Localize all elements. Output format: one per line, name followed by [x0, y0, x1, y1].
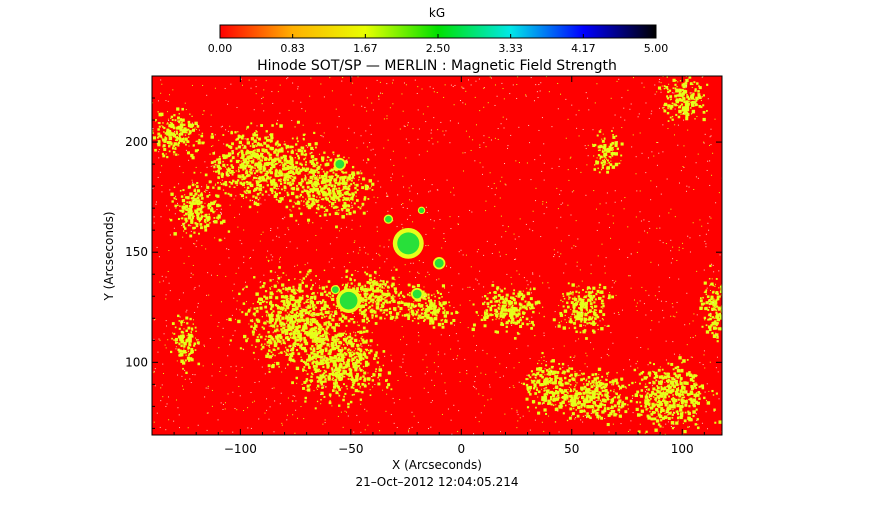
network-region — [552, 282, 614, 340]
strong-field-spot — [410, 287, 424, 301]
network-region — [522, 351, 581, 415]
network-region — [328, 267, 416, 330]
network-region — [699, 264, 722, 343]
strong-field-spot — [383, 214, 394, 224]
x-axis-label: X (Arcseconds) — [392, 458, 482, 472]
plot-area — [152, 76, 722, 435]
network-field-layer — [152, 76, 722, 435]
network-region — [170, 314, 201, 375]
colorbar-label: kG — [429, 6, 445, 20]
network-region — [592, 130, 624, 174]
x-tick-label: 50 — [564, 442, 579, 456]
colorbar-ticks: 0.00 0.83 1.67 2.50 3.33 4.17 5.00 — [208, 34, 669, 55]
network-region — [280, 146, 375, 229]
x-axis: −100 −50 0 50 100 — [151, 76, 705, 456]
network-region — [191, 120, 328, 209]
speckle-layer — [152, 76, 722, 435]
x-tick-label: −50 — [338, 442, 363, 456]
x-tick-label: 100 — [671, 442, 694, 456]
strong-field-spot — [433, 257, 446, 270]
colorbar-tick-label: 1.67 — [353, 42, 378, 55]
network-region — [291, 311, 393, 410]
network-region — [627, 356, 722, 435]
colorbar-tick-label: 3.33 — [498, 42, 523, 55]
x-tick-label: −100 — [224, 442, 257, 456]
y-axis-label: Y (Arcseconds) — [102, 211, 116, 301]
timestamp: 21–Oct–2012 12:04:05.214 — [356, 475, 519, 489]
colorbar-tick-label: 0.00 — [208, 42, 233, 55]
strong-field-spot — [336, 288, 361, 313]
chart-title: Hinode SOT/SP — MERLIN : Magnetic Field … — [257, 58, 617, 74]
colorbar-tick-label: 2.50 — [426, 42, 451, 55]
y-tick-label: 150 — [125, 245, 148, 259]
plot-frame — [151, 75, 723, 436]
strong-field-spot — [417, 206, 426, 215]
strong-field-spot — [330, 285, 341, 295]
colorbar-tick-label: 4.17 — [571, 42, 596, 55]
strong-field-spot — [392, 227, 424, 259]
network-region — [471, 282, 545, 340]
y-tick-label: 200 — [125, 135, 148, 149]
strong-field-layer — [330, 157, 446, 313]
field-background — [152, 76, 722, 435]
colorbar-tick-label: 5.00 — [644, 42, 669, 55]
colorbar-tick-label: 0.83 — [280, 42, 305, 55]
y-tick-label: 100 — [125, 355, 148, 369]
x-tick-label: 0 — [457, 442, 465, 456]
strong-field-spot — [333, 157, 346, 171]
y-axis: 100 150 200 — [125, 75, 722, 429]
